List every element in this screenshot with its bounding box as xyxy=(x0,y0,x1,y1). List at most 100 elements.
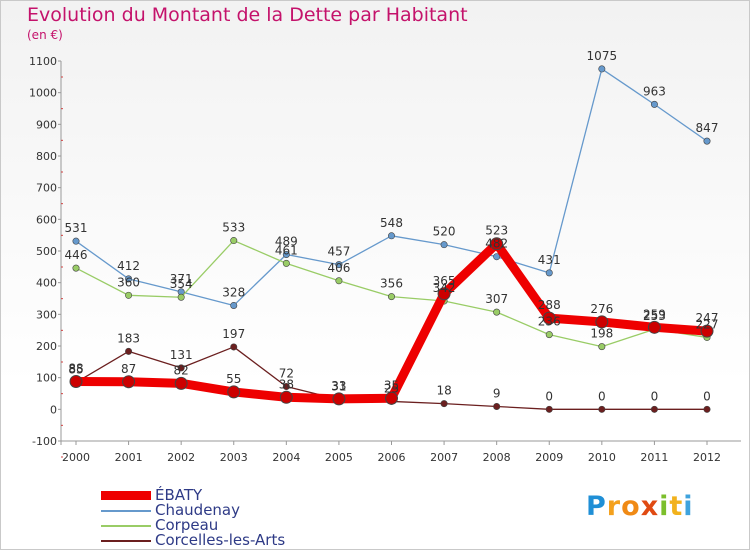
data-label: 131 xyxy=(170,348,193,362)
legend-swatch xyxy=(101,540,151,542)
data-point xyxy=(385,391,398,405)
series-line xyxy=(71,239,712,404)
data-label: 963 xyxy=(643,84,666,98)
data-point xyxy=(703,137,711,145)
logo-letter: o xyxy=(621,491,641,522)
data-label: 276 xyxy=(590,302,613,316)
data-label: 446 xyxy=(65,248,88,262)
data-label: 548 xyxy=(380,216,403,230)
data-label: 1075 xyxy=(587,49,618,63)
y-tick-label: 200 xyxy=(36,340,57,353)
data-point xyxy=(598,405,606,413)
data-label: 288 xyxy=(538,298,561,312)
y-tick-label: 500 xyxy=(36,245,57,258)
data-label: 457 xyxy=(327,245,350,259)
legend-swatch xyxy=(101,510,151,512)
data-label: 360 xyxy=(117,275,140,289)
series--baty xyxy=(69,237,714,406)
data-label: 0 xyxy=(651,389,659,403)
data-point xyxy=(122,375,136,389)
data-label: 847 xyxy=(696,121,719,135)
data-label: 236 xyxy=(538,315,561,329)
data-label: 85 xyxy=(68,362,83,376)
y-tick-label: -100 xyxy=(32,435,57,448)
data-label: 0 xyxy=(598,389,606,403)
logo-letter: i xyxy=(659,491,670,522)
series-corpeau xyxy=(72,237,711,351)
data-point xyxy=(387,293,395,301)
data-point xyxy=(542,311,556,325)
data-point xyxy=(490,237,504,251)
legend-label: Corpeau xyxy=(155,516,219,534)
data-label: 31 xyxy=(331,380,346,394)
data-point xyxy=(493,402,501,410)
y-tick-label: 300 xyxy=(36,308,57,321)
y-tick-label: 900 xyxy=(36,118,57,131)
chart-unit-label: (en €) xyxy=(27,28,63,42)
data-label: 253 xyxy=(643,309,666,323)
x-tick-label: 2000 xyxy=(62,451,90,464)
data-label: 356 xyxy=(380,277,403,291)
data-label: 35 xyxy=(384,378,399,392)
data-point xyxy=(703,405,711,413)
data-point xyxy=(230,301,238,309)
y-tick-label: 1100 xyxy=(29,55,57,68)
data-point xyxy=(437,287,451,301)
data-label: 259 xyxy=(643,307,666,321)
data-label: 0 xyxy=(545,389,553,403)
data-point xyxy=(69,374,83,388)
data-point xyxy=(440,241,448,249)
data-point xyxy=(230,343,238,351)
data-label: 307 xyxy=(485,292,508,306)
data-point xyxy=(230,237,238,245)
x-tick-label: 2006 xyxy=(378,451,406,464)
data-label: 365 xyxy=(433,274,456,288)
data-label: 461 xyxy=(275,243,298,257)
data-point xyxy=(335,261,343,269)
data-label: 18 xyxy=(436,384,451,398)
y-tick-label: 100 xyxy=(36,372,57,385)
data-point xyxy=(282,383,290,391)
data-point xyxy=(700,324,714,338)
data-label: 342 xyxy=(433,281,456,295)
data-point xyxy=(177,364,185,372)
data-label: 0 xyxy=(703,389,711,403)
data-label: 533 xyxy=(222,221,245,235)
y-tick-label: 1000 xyxy=(29,87,57,100)
data-label: 33 xyxy=(331,379,346,393)
data-point xyxy=(177,293,185,301)
x-tick-label: 2003 xyxy=(220,451,248,464)
data-point xyxy=(125,291,133,299)
x-tick-label: 2012 xyxy=(693,451,721,464)
logo-letter: r xyxy=(606,491,622,522)
data-label: 183 xyxy=(117,331,140,345)
y-tick-label: 600 xyxy=(36,213,57,226)
data-point xyxy=(595,315,609,329)
legend-label: ÉBATY xyxy=(155,486,203,504)
legend-swatch xyxy=(101,525,151,527)
logo-letter: t xyxy=(669,491,684,522)
data-point xyxy=(282,259,290,267)
data-point xyxy=(335,277,343,285)
y-tick-label: 0 xyxy=(50,403,57,416)
x-tick-label: 2001 xyxy=(115,451,143,464)
data-label: 406 xyxy=(327,261,350,275)
data-point xyxy=(125,275,133,283)
logo-letter: P xyxy=(586,491,607,522)
data-label: 72 xyxy=(279,367,294,381)
data-point xyxy=(598,343,606,351)
data-point xyxy=(125,347,133,355)
data-label: 82 xyxy=(174,363,189,377)
data-label: 87 xyxy=(121,362,136,376)
data-point xyxy=(493,253,501,261)
data-label: 25 xyxy=(384,381,399,395)
data-point xyxy=(545,405,553,413)
data-label: 55 xyxy=(226,372,241,386)
chart-title: Evolution du Montant de la Dette par Hab… xyxy=(27,4,468,26)
legend-label: Corcelles-les-Arts xyxy=(155,531,286,549)
data-label: 354 xyxy=(170,277,193,291)
data-label: 328 xyxy=(222,285,245,299)
data-label: 88 xyxy=(68,361,83,375)
logo-letter: x xyxy=(640,491,660,522)
